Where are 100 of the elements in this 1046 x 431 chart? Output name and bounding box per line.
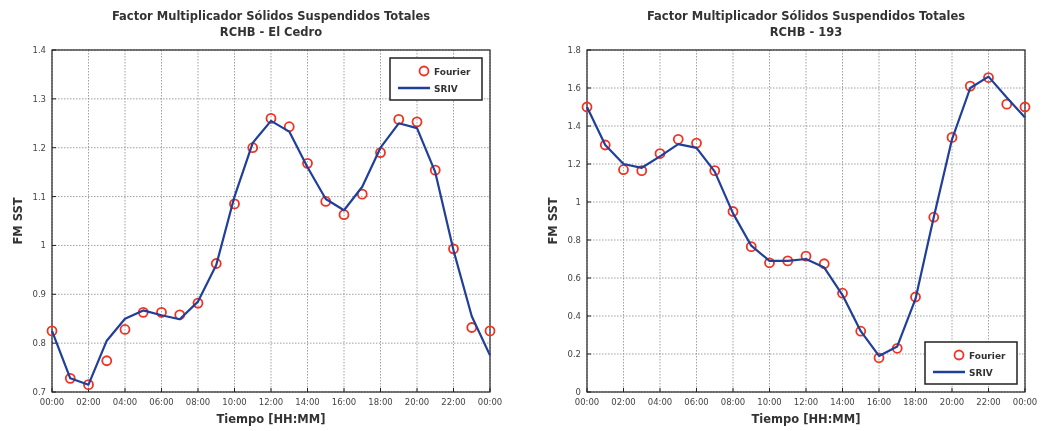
x-tick-label: 20:00 [939, 397, 965, 407]
point [618, 164, 629, 176]
x-tick-label: 14:00 [830, 397, 855, 407]
x-tick-label: 12:00 [793, 397, 819, 407]
point [393, 113, 405, 125]
point [283, 121, 295, 133]
point [983, 72, 994, 83]
point [636, 165, 648, 177]
point [873, 352, 885, 364]
y-tick-label: 0.7 [32, 387, 46, 397]
point [727, 206, 739, 217]
point [83, 379, 94, 391]
point [174, 309, 186, 321]
point [210, 258, 222, 269]
y-tick-label: 1.4 [567, 121, 581, 131]
y-tick-label: 1.1 [32, 191, 46, 202]
y-axis-title: FM SST [11, 197, 25, 245]
x-tick-label: 02:00 [76, 397, 101, 407]
point [247, 142, 259, 154]
point [709, 165, 721, 177]
point [338, 209, 350, 221]
x-tick-label: 00:00 [1012, 397, 1038, 407]
point [745, 241, 757, 253]
point [484, 325, 496, 337]
y-tick-label: 1 [40, 240, 46, 251]
y-tick-label: 0.8 [32, 338, 46, 349]
x-tick-label: 04:00 [647, 397, 673, 407]
point [818, 258, 830, 270]
point [891, 342, 903, 354]
point [411, 116, 423, 128]
x-tick-label: 16:00 [866, 397, 892, 407]
x-tick-label: 08:00 [185, 397, 211, 407]
point [855, 325, 867, 337]
x-tick-label: 00:00 [477, 397, 503, 407]
point [119, 324, 131, 335]
x-tick-label: 22:00 [976, 397, 1001, 407]
x-tick-label: 22:00 [441, 397, 466, 407]
point [375, 147, 386, 158]
y-tick-label: 0.4 [567, 311, 581, 321]
legend-label: SRIV [434, 83, 458, 94]
x-tick-label: 06:00 [149, 397, 174, 407]
y-tick-label: 0.8 [567, 235, 581, 245]
x-tick-label: 04:00 [112, 397, 138, 407]
y-tick-label: 0.6 [567, 273, 581, 283]
point [928, 211, 940, 223]
point [946, 132, 958, 143]
point [229, 198, 240, 210]
y-tick-label: 1.2 [567, 159, 581, 169]
x-tick-label: 20:00 [404, 397, 430, 407]
point [429, 164, 441, 176]
y-tick-label: 1 [575, 197, 581, 207]
x-axis-title: Tiempo [HH:MM] [216, 412, 326, 426]
point [654, 148, 666, 159]
chart-title: Factor Multiplicador Sólidos Suspendidos Totales [111, 9, 431, 23]
x-tick-label: 00:00 [574, 397, 600, 407]
x-tick-label: 12:00 [258, 397, 284, 407]
point [192, 297, 204, 309]
y-tick-label: 1.4 [32, 45, 46, 55]
x-axis-title: Tiempo [HH:MM] [751, 412, 861, 426]
x-tick-label: 18:00 [903, 397, 928, 407]
point [320, 196, 332, 207]
y-tick-label: 0.2 [567, 349, 581, 359]
point [448, 243, 459, 255]
point [837, 287, 848, 299]
point [64, 372, 76, 384]
legend-label: Fourier [434, 66, 471, 77]
point [1019, 101, 1031, 113]
x-tick-label: 18:00 [368, 397, 393, 407]
y-tick-label: 1.3 [32, 93, 46, 104]
point [1001, 98, 1013, 110]
y-tick-label: 0 [575, 387, 581, 397]
point [581, 101, 593, 113]
x-tick-label: 16:00 [331, 397, 357, 407]
x-tick-label: 00:00 [39, 397, 65, 407]
point [964, 80, 976, 92]
legend-label: SRIV [969, 367, 993, 378]
chart-subtitle: RCHB - El Cedro [219, 25, 323, 39]
point [466, 322, 478, 333]
point [691, 137, 702, 149]
point [156, 306, 167, 318]
point [672, 133, 684, 145]
point [910, 291, 921, 303]
y-axis-title: FM SST [546, 197, 560, 245]
x-tick-label: 14:00 [295, 397, 320, 407]
chart-subtitle: RCHB - 193 [769, 25, 843, 39]
x-tick-label: 10:00 [222, 397, 247, 407]
point [356, 188, 368, 200]
y-tick-label: 0.9 [32, 289, 46, 300]
y-tick-label: 1.6 [567, 83, 581, 93]
point [265, 113, 277, 124]
y-tick-label: 1.2 [32, 142, 46, 153]
x-tick-label: 10:00 [757, 397, 782, 407]
legend-label: Fourier [969, 350, 1006, 361]
point [599, 139, 611, 151]
point [302, 157, 313, 169]
point [800, 250, 812, 262]
point [137, 306, 149, 318]
x-tick-label: 02:00 [611, 397, 636, 407]
point [764, 257, 775, 269]
point [101, 355, 113, 367]
